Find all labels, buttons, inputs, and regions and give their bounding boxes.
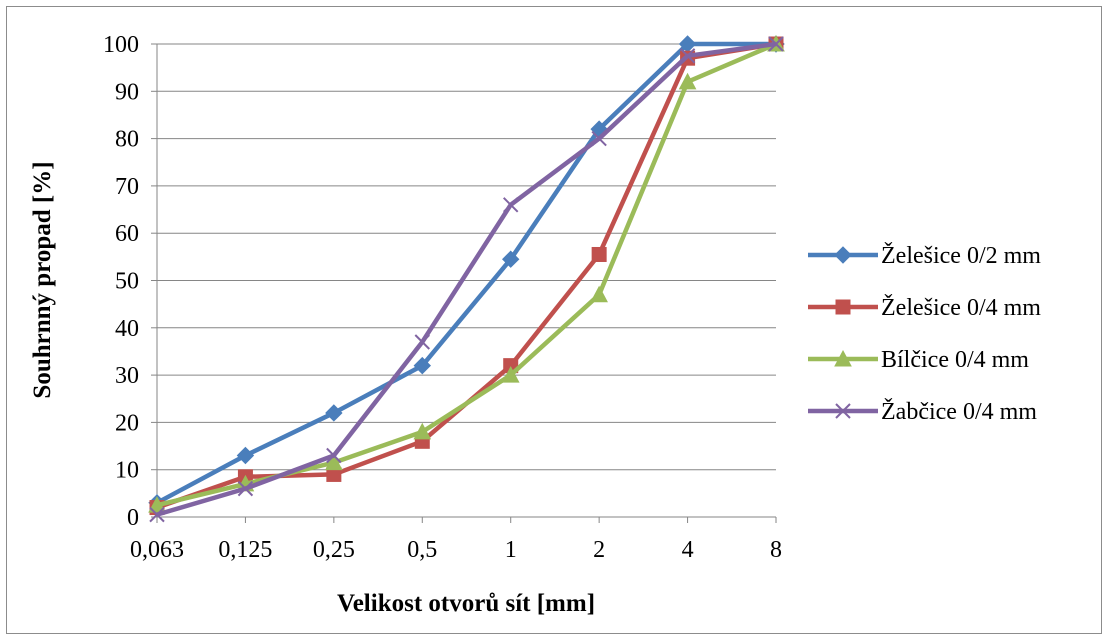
series-4-point-3 xyxy=(326,447,342,464)
series-3-line xyxy=(156,41,777,508)
series-4-point-8-stroke-b xyxy=(768,36,784,52)
y-tick-label: 0 xyxy=(127,505,139,531)
legend-label: Želešice 0/2 mm xyxy=(881,243,1041,269)
series-3-point-3 xyxy=(325,453,343,471)
x-tick-label: 0,063 xyxy=(130,537,184,563)
series-4-point-3-stroke-b xyxy=(326,447,342,464)
legend-item-3: Bílčice 0/4 mm xyxy=(808,347,1029,373)
series-4-point-5-stroke-b xyxy=(503,197,519,213)
x-tick-label: 4 xyxy=(682,537,694,563)
series-1-line xyxy=(155,41,776,505)
legend-swatch-marker xyxy=(835,403,851,419)
legend-swatch-marker xyxy=(835,299,851,315)
series-4-point-6-stroke-b xyxy=(591,130,607,147)
gridlines xyxy=(157,43,776,471)
series-4-point-7-stroke-b xyxy=(679,48,696,64)
series-4-line xyxy=(156,41,777,517)
series-4 xyxy=(149,36,784,523)
series-3-point-5 xyxy=(501,366,520,383)
x-tick-label: 8 xyxy=(770,537,782,563)
series-4-point-5 xyxy=(503,197,519,213)
chart-frame xyxy=(6,6,1102,634)
y-tick-label: 10 xyxy=(115,458,139,484)
legend-item-4: Žabčice 0/4 mm xyxy=(808,399,1037,425)
y-tick-label: 20 xyxy=(115,410,139,436)
series-4-point-6 xyxy=(591,130,607,147)
legend-label: Bílčice 0/4 mm xyxy=(881,347,1029,373)
y-axis-title: Souhrnný propad [%] xyxy=(29,161,56,398)
series-4-point-4 xyxy=(414,334,430,350)
x-tick-label: 1 xyxy=(505,537,517,563)
legend-label: Žabčice 0/4 mm xyxy=(881,399,1037,425)
y-tick-label: 90 xyxy=(115,79,139,105)
legend-swatch-marker xyxy=(834,246,852,264)
series-1-point-2 xyxy=(236,446,255,465)
series-3-point-7 xyxy=(678,72,697,90)
series-4-point-8 xyxy=(768,36,784,52)
series-2-point-6 xyxy=(591,246,607,262)
legend-swatch-marker xyxy=(834,349,852,367)
x-tick-label: 0,25 xyxy=(313,537,355,563)
legend-swatch-marker-stroke-b xyxy=(835,403,851,419)
legend-label: Želešice 0/4 mm xyxy=(881,295,1041,321)
series-1-point-3 xyxy=(325,404,343,422)
series-4-point-4-stroke-b xyxy=(414,334,430,350)
legend: Želešice 0/2 mm Želešice 0/4 mm Bílčice 0/… xyxy=(808,243,1041,425)
series-1-point-4 xyxy=(413,356,431,375)
series-4-point-2 xyxy=(237,480,254,497)
y-tick-label: 50 xyxy=(115,269,139,295)
y-tick-label: 60 xyxy=(115,221,139,247)
series-4-point-7 xyxy=(679,48,696,64)
axes: 0 10 20 30 40 50 60 70 80 90 100 0,063 0,125 0,25 0,5 1… xyxy=(103,32,782,563)
series-3-point-4 xyxy=(413,422,432,440)
series-4-point-1 xyxy=(149,506,165,523)
series-4-point-2-stroke-b xyxy=(237,480,254,497)
y-tick-label: 80 xyxy=(115,127,139,153)
x-tick-label: 0,125 xyxy=(218,537,272,563)
legend-item-1: Želešice 0/2 mm xyxy=(808,243,1041,269)
x-tick-label: 0,5 xyxy=(407,537,437,563)
series-1-point-5 xyxy=(502,250,520,268)
series-layer xyxy=(148,34,785,523)
legend-item-2: Želešice 0/4 mm xyxy=(808,295,1041,321)
y-tick-label: 100 xyxy=(103,32,139,58)
series-4-point-1-stroke-b xyxy=(149,506,165,523)
y-tick-label: 40 xyxy=(115,316,139,342)
y-tick-label: 30 xyxy=(115,363,139,389)
series-3-point-6 xyxy=(590,285,608,303)
y-tick-label: 70 xyxy=(115,174,139,200)
x-axis-title: Velikost otvorů sít [mm] xyxy=(337,590,595,617)
x-tick-label: 2 xyxy=(593,537,605,563)
series-3-point-1 xyxy=(148,496,166,513)
